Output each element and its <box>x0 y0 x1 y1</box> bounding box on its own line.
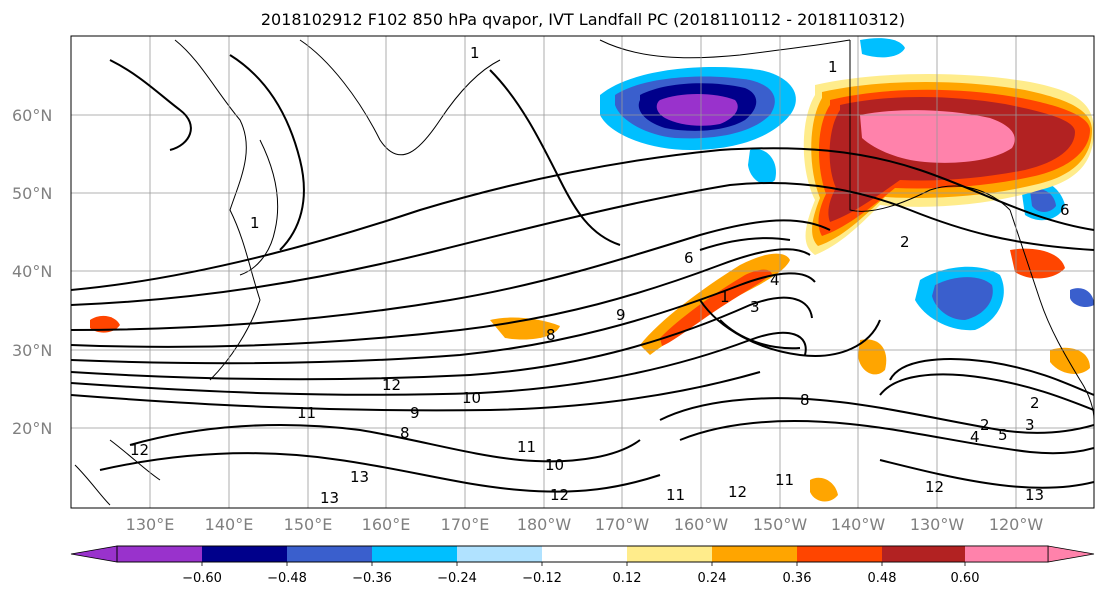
contour-label: 2 <box>980 416 990 434</box>
colorbar-tick: 0.24 <box>698 571 727 586</box>
latitude-labels: 60°N 50°N 40°N 30°N 20°N <box>12 106 52 438</box>
contour-label: 12 <box>925 478 944 496</box>
contour-label: 13 <box>1025 486 1044 504</box>
contour-label: 11 <box>517 438 536 456</box>
contour-label: 12 <box>728 483 747 501</box>
ivt-contours <box>71 54 1094 493</box>
lon-label: 150°W <box>753 515 808 534</box>
lon-label: 170°E <box>441 515 490 534</box>
colorbar-tick: 0.48 <box>868 571 897 586</box>
coastlines <box>74 39 1094 506</box>
lon-label: 140°E <box>205 515 254 534</box>
lon-label: 180°W <box>517 515 572 534</box>
lat-label: 60°N <box>12 106 52 125</box>
colorbar-tick: 0.60 <box>951 571 980 586</box>
map-frame <box>70 35 1095 509</box>
contour-label: 10 <box>462 389 481 407</box>
contour-label: 4 <box>970 428 980 446</box>
contour-label: 11 <box>666 486 685 504</box>
contour-label: 5 <box>998 426 1008 444</box>
contour-label: 13 <box>320 489 339 507</box>
colorbar-swatch <box>457 546 542 562</box>
contour-label: 3 <box>750 298 760 316</box>
colorbar-swatch <box>797 546 882 562</box>
contour-label: 1 <box>470 44 480 62</box>
contour-label: 10 <box>545 456 564 474</box>
contour-label: 1 <box>720 288 730 306</box>
colorbar-swatch <box>117 546 202 562</box>
colorbar-tick: 0.12 <box>613 571 642 586</box>
contour-label: 12 <box>382 376 401 394</box>
contour-label: 12 <box>550 486 569 504</box>
colorbar-swatch <box>627 546 712 562</box>
contour-label: 4 <box>770 271 780 289</box>
colorbar-swatch <box>712 546 797 562</box>
contour-labels: 1 1 1 1 2 2 2 3 3 4 4 5 6 6 8 8 8 9 9 10… <box>130 44 1070 507</box>
positive-anomaly-streak <box>90 248 1090 502</box>
lat-label: 20°N <box>12 419 52 438</box>
lon-label: 130°E <box>126 515 175 534</box>
lon-label: 150°E <box>284 515 333 534</box>
colorbar-tick: −0.36 <box>352 571 392 586</box>
map-title: 2018102912 F102 850 hPa qvapor, IVT Land… <box>261 10 905 29</box>
contour-label: 8 <box>400 424 410 442</box>
lat-label: 50°N <box>12 184 52 203</box>
lon-label: 140°W <box>831 515 886 534</box>
colorbar-arrow-right <box>1048 546 1094 562</box>
contour-label: 3 <box>1025 416 1035 434</box>
colorbar-tick: −0.48 <box>267 571 307 586</box>
colorbar-swatch <box>202 546 287 562</box>
contour-label: 1 <box>828 58 838 76</box>
longitude-labels: 130°E 140°E 150°E 160°E 170°E 180°W 170°… <box>126 515 1044 534</box>
contour-label: 2 <box>1030 394 1040 412</box>
colorbar: −0.60 −0.48 −0.36 −0.24 −0.12 0.12 0.24 … <box>70 545 1095 586</box>
contour-label: 11 <box>775 471 794 489</box>
colorbar-tick: −0.24 <box>437 571 477 586</box>
contour-label: 8 <box>546 326 556 344</box>
lon-label: 160°E <box>362 515 411 534</box>
colorbar-tick: 0.36 <box>783 571 812 586</box>
contour-label: 12 <box>130 441 149 459</box>
contour-label: 9 <box>410 404 420 422</box>
lat-label: 40°N <box>12 262 52 281</box>
colorbar-swatch <box>287 546 372 562</box>
contour-label: 2 <box>900 233 910 251</box>
contour-label: 6 <box>1060 201 1070 219</box>
contour-label: 1 <box>250 214 260 232</box>
colorbar-swatch <box>965 546 1048 562</box>
colorbar-swatch <box>542 546 627 562</box>
contour-label: 13 <box>350 468 369 486</box>
lon-label: 120°W <box>989 515 1044 534</box>
colorbar-swatch <box>882 546 965 562</box>
map-area: 1 1 1 1 2 2 2 3 3 4 4 5 6 6 8 8 8 9 9 10… <box>71 36 1094 508</box>
colorbar-swatch <box>372 546 457 562</box>
colorbar-tick: −0.12 <box>522 571 562 586</box>
lon-label: 130°W <box>910 515 965 534</box>
lat-label: 30°N <box>12 341 52 360</box>
negative-anomaly-region <box>600 38 905 185</box>
colorbar-arrow-left <box>71 546 117 562</box>
positive-anomaly-region <box>803 74 1094 256</box>
lon-label: 170°W <box>595 515 650 534</box>
contour-label: 9 <box>616 306 626 324</box>
contour-label: 8 <box>800 391 810 409</box>
lon-label: 160°W <box>674 515 729 534</box>
colorbar-tick: −0.60 <box>182 571 222 586</box>
contour-label: 6 <box>684 249 694 267</box>
contour-label: 11 <box>297 404 316 422</box>
